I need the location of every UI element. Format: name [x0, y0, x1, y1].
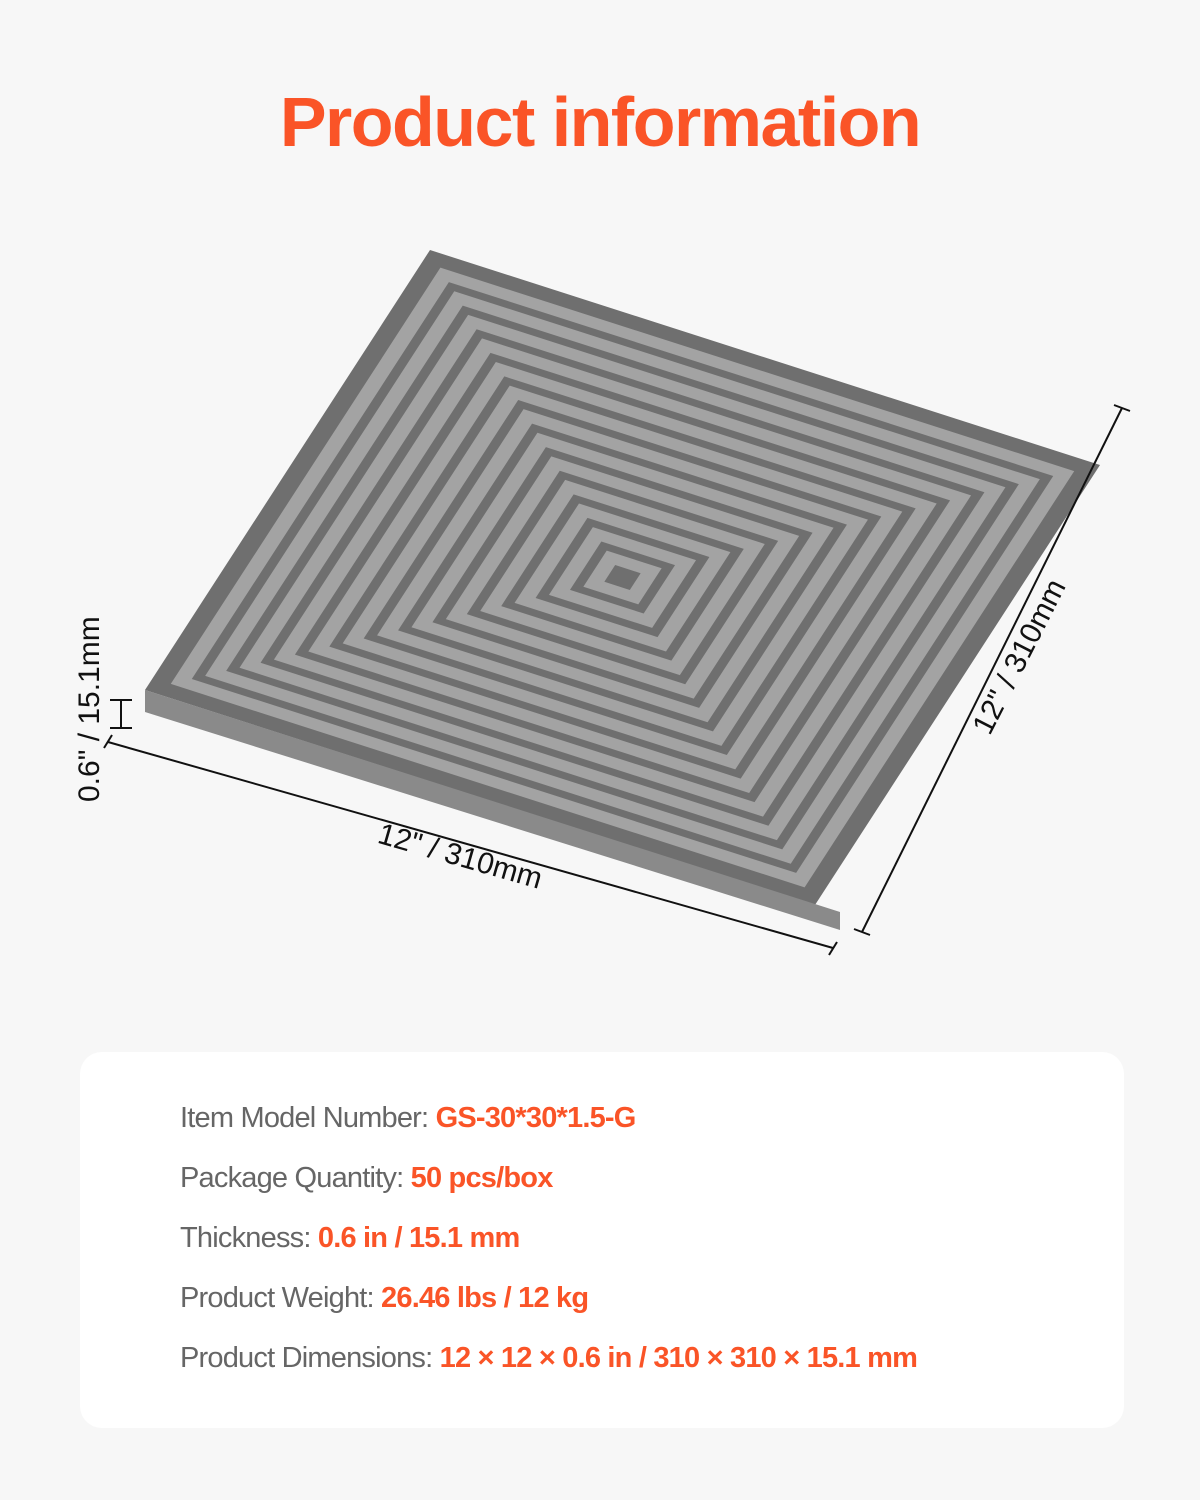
tile-rib [205, 291, 1040, 864]
tile-rib [170, 267, 1075, 888]
spec-dimensions: Product Dimensions: 12 × 12 × 0.6 in / 3… [180, 1342, 918, 1374]
tile-rib [445, 456, 800, 699]
spec-package-quantity: Package Quantity: 50 pcs/box [180, 1162, 553, 1194]
tile-rib [514, 503, 731, 652]
spec-model-number: Item Model Number: GS-30*30*1.5-G [180, 1102, 636, 1134]
tile-rib [273, 338, 972, 817]
tile-rib [239, 314, 1006, 841]
tile-rib [411, 432, 834, 723]
tile-rib [583, 550, 662, 605]
tile-rib [377, 409, 868, 746]
tile-rib [480, 479, 765, 676]
spec-thickness: Thickness: 0.6 in / 15.1 mm [180, 1222, 520, 1254]
thickness-label: 0.6" / 15.1mm [73, 616, 106, 802]
spec-card: Item Model Number: GS-30*30*1.5-G Packag… [80, 1052, 1124, 1428]
tile-rib [342, 385, 903, 770]
dimension-lines [103, 404, 1131, 956]
spec-weight: Product Weight: 26.46 lbs / 12 kg [180, 1282, 589, 1314]
tile-front-edge [145, 690, 840, 930]
page-title: Product information [279, 83, 922, 161]
tile-rib [308, 362, 937, 793]
length-dimension-line [107, 741, 834, 949]
width-dimension-line [861, 407, 1123, 933]
floor-tile-image [145, 249, 1100, 906]
tile-rib [548, 527, 697, 628]
floor-tile-illustration [103, 249, 1131, 956]
